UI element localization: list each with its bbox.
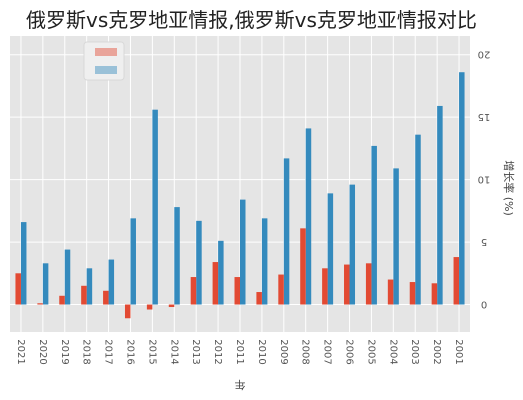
bar-red-2009 xyxy=(278,274,284,305)
y-tick-label: 10 xyxy=(478,174,491,185)
x-tick-label: 2007 xyxy=(322,339,333,364)
y-tick-label: 0 xyxy=(481,299,487,310)
y-tick-label: 5 xyxy=(481,236,487,247)
x-tick-label: 2015 xyxy=(146,339,157,364)
x-tick-label: 2021 xyxy=(15,339,26,364)
bar-blue-2021 xyxy=(20,222,27,305)
bar-red-2003 xyxy=(409,282,416,305)
x-tick-label: 2014 xyxy=(168,339,179,364)
bar-red-2018 xyxy=(81,285,87,305)
legend-box xyxy=(83,41,125,81)
bar-blue-2015 xyxy=(152,109,158,305)
bar-blue-2005 xyxy=(371,145,377,305)
x-tick-label: 2001 xyxy=(453,339,464,364)
bar-red-2012 xyxy=(212,262,219,305)
x-tick-label: 2004 xyxy=(387,339,398,364)
bar-blue-2009 xyxy=(283,158,290,305)
x-tick-label: 2005 xyxy=(365,339,376,364)
bar-blue-2018 xyxy=(86,268,93,305)
bar-blue-2006 xyxy=(349,184,356,305)
bar-red-2004 xyxy=(387,279,394,305)
bar-blue-2013 xyxy=(196,220,202,305)
chart-title: 俄罗斯vs克罗地亚情报,俄罗斯vs克罗地亚情报对比 xyxy=(26,8,477,32)
x-tick-label: 2009 xyxy=(278,339,289,364)
x-axis-label: 年 xyxy=(235,378,246,392)
bar-blue-2012 xyxy=(218,240,224,305)
y-axis-label: 增长率 (%) xyxy=(502,160,516,216)
bar-red-2016 xyxy=(124,304,131,319)
x-tick-label: 2012 xyxy=(212,339,223,364)
x-tick-label: 2017 xyxy=(103,339,114,364)
bar-blue-2016 xyxy=(130,218,136,305)
bar-blue-2003 xyxy=(415,134,421,305)
x-tick-label: 2006 xyxy=(344,339,355,364)
y-tick-label: 15 xyxy=(478,111,491,122)
bar-blue-2002 xyxy=(437,105,443,305)
bar-blue-2019 xyxy=(64,249,71,305)
x-tick-label: 2019 xyxy=(59,339,70,364)
bar-red-2013 xyxy=(190,277,197,305)
bar-blue-2008 xyxy=(305,128,312,305)
bar-red-2005 xyxy=(365,263,372,305)
bar-blue-2017 xyxy=(108,259,115,305)
bar-blue-2001 xyxy=(459,72,465,305)
x-tick-label: 2018 xyxy=(81,339,92,364)
bar-red-2021 xyxy=(15,273,21,305)
legend-swatch-red xyxy=(95,48,117,56)
bar-red-2007 xyxy=(322,268,328,305)
bar-red-2001 xyxy=(453,257,460,305)
bar-red-2002 xyxy=(431,283,438,305)
bar-red-2008 xyxy=(300,228,306,305)
bar-red-2017 xyxy=(103,290,109,305)
x-tick-label: 2008 xyxy=(300,339,311,364)
bar-blue-2004 xyxy=(393,168,399,305)
x-tick-label: 2011 xyxy=(234,339,245,364)
bar-blue-2010 xyxy=(261,218,268,305)
bar-red-2014 xyxy=(168,304,175,308)
y-tick-label: 20 xyxy=(478,49,491,60)
x-tick-label: 2010 xyxy=(256,339,267,364)
bar-blue-2007 xyxy=(327,193,334,305)
bar-blue-2020 xyxy=(42,263,49,305)
legend xyxy=(83,41,125,81)
bar-blue-2011 xyxy=(240,199,246,305)
legend-swatch-blue xyxy=(95,66,117,74)
bar-red-2019 xyxy=(59,295,65,305)
bar-red-2020 xyxy=(37,303,43,305)
bar-red-2015 xyxy=(146,304,153,310)
x-tick-label: 2002 xyxy=(431,339,442,364)
bar-blue-2014 xyxy=(174,207,180,305)
x-tick-label: 2020 xyxy=(37,339,48,364)
bar-red-2011 xyxy=(234,277,240,305)
x-tick-label: 2013 xyxy=(190,339,201,364)
x-tick-label: 2003 xyxy=(409,339,420,364)
bar-red-2006 xyxy=(344,264,350,305)
bar-red-2010 xyxy=(256,292,262,305)
x-tick-label: 2016 xyxy=(124,339,135,364)
